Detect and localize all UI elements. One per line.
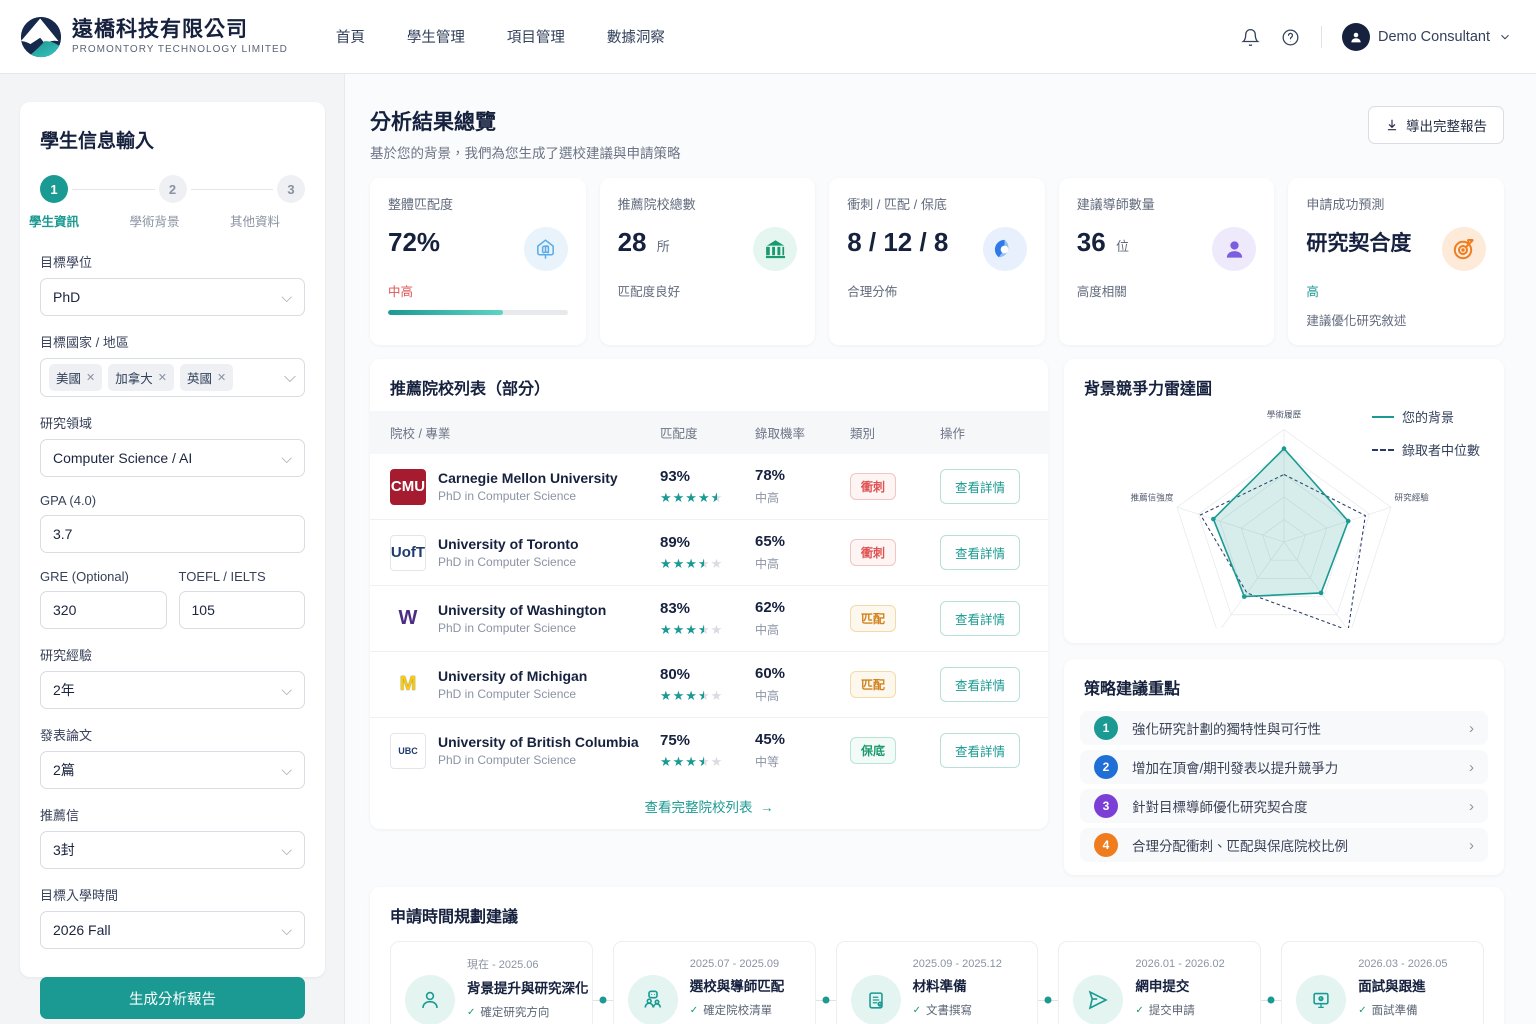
svg-text:學術履歷: 學術履歷 [1267, 410, 1302, 420]
svg-text:研究經驗: 研究經驗 [1395, 491, 1430, 502]
svg-text:推薦信強度: 推薦信強度 [1131, 491, 1174, 502]
